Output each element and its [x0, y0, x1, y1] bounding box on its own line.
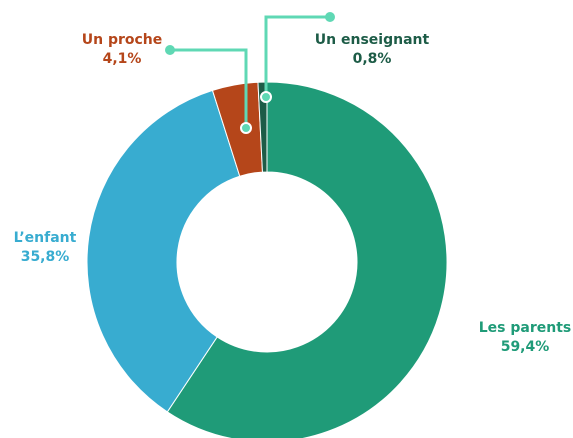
category-label: L’enfant — [14, 230, 77, 246]
value-label: 0,8% — [353, 51, 392, 67]
callout-dot — [165, 45, 175, 55]
chart: Les parents 59,4% L’enfant 35,8% Un proche 4,… — [0, 0, 573, 438]
value-label: 35,8% — [21, 249, 70, 265]
category-label: Un proche — [82, 32, 163, 48]
callout-dot — [241, 123, 251, 133]
callout-dot — [325, 12, 335, 22]
value-label: 59,4% — [501, 339, 550, 355]
value-label: 4,1% — [103, 51, 142, 67]
callout-dot — [261, 92, 271, 102]
category-label: Un enseignant — [315, 32, 430, 48]
donut — [87, 82, 447, 438]
category-label: Les parents — [479, 320, 571, 336]
